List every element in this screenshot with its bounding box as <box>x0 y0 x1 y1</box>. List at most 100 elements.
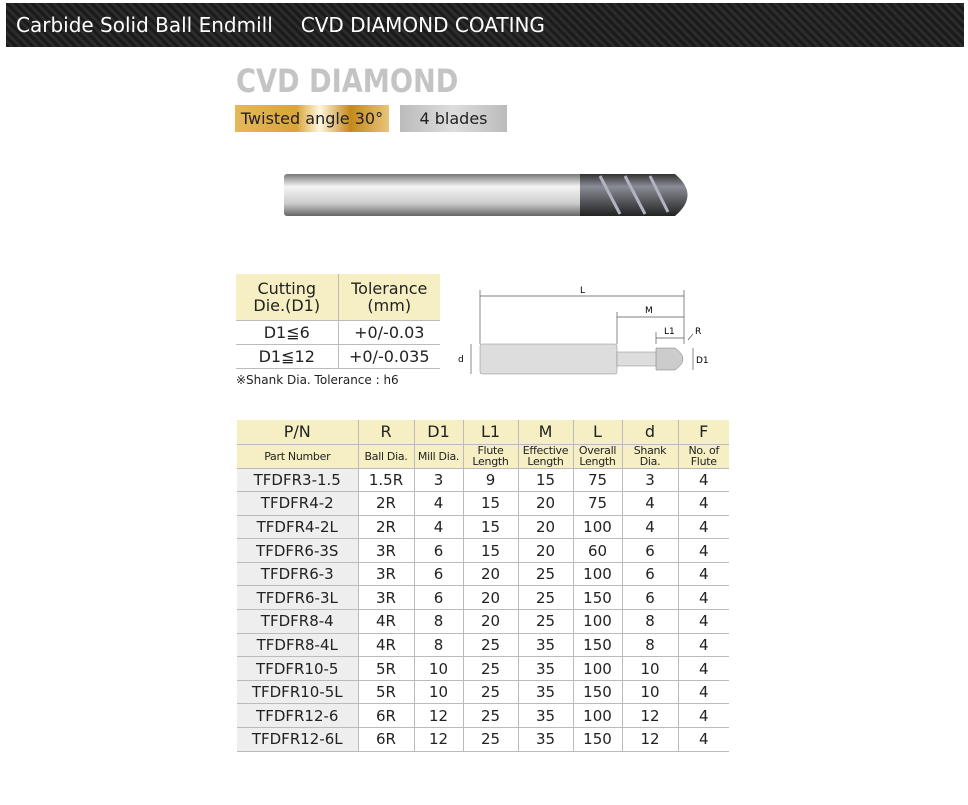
cell: 20 <box>463 585 519 611</box>
table-row: TFDFR6-3L 3R 6 20 25 150 6 4 <box>237 585 729 611</box>
cell: Mill Dia. <box>414 444 464 469</box>
table-row: TFDFR10-5L 5R 10 25 35 150 10 4 <box>237 680 729 705</box>
cell: 2R <box>358 515 415 540</box>
cell: 10 <box>414 656 464 681</box>
cell: 12 <box>622 703 679 729</box>
cell: 12 <box>414 703 464 729</box>
cell: No. of Flute <box>678 444 729 469</box>
cell: 25 <box>463 633 519 658</box>
cell: 3R <box>358 562 415 587</box>
cell: 6 <box>414 562 464 587</box>
cell: 25 <box>463 680 519 705</box>
header-cutting-dia: Cutting Die.(D1) <box>236 274 339 321</box>
shank-tolerance-note: ※Shank Dia. Tolerance : h6 <box>236 373 399 387</box>
cell: TFDFR10-5 <box>237 656 359 681</box>
cell: TFDFR6-3S <box>237 538 359 563</box>
cell: Ball Dia. <box>358 444 415 469</box>
table-row: TFDFR4-2 2R 4 15 20 75 4 4 <box>237 491 729 516</box>
cell: 150 <box>573 633 623 658</box>
label-L: L <box>580 286 585 296</box>
cell: 8 <box>414 609 464 634</box>
cell: 8 <box>622 633 679 658</box>
endmill-image <box>284 174 688 216</box>
cell: 8 <box>622 609 679 634</box>
cell: 4 <box>678 562 729 587</box>
label-L1: L1 <box>664 327 675 337</box>
cell: 5R <box>358 656 415 681</box>
cell: +0/-0.035 <box>338 344 440 369</box>
table-row: TFDFR10-5 5R 10 25 35 100 10 4 <box>237 656 729 681</box>
twist-angle-tag: Twisted angle 30° <box>235 105 389 132</box>
cell: 4R <box>358 609 415 634</box>
cell: 4 <box>678 727 729 752</box>
table-row: TFDFR12-6 6R 12 25 35 100 12 4 <box>237 703 729 729</box>
cell: 4 <box>678 633 729 658</box>
cell: 100 <box>573 562 623 587</box>
cell: 4 <box>678 515 729 540</box>
cell: 3 <box>622 468 679 493</box>
cell: 25 <box>518 609 574 634</box>
blades-tag: 4 blades <box>400 105 507 132</box>
brand-logo: CVD DIAMOND <box>236 62 459 100</box>
cell: 100 <box>573 609 623 634</box>
cell: 6 <box>414 585 464 611</box>
cell: Shank Dia. <box>622 444 679 469</box>
cell: 4 <box>678 703 729 729</box>
tolerance-table: Cutting Die.(D1) Tolerance (mm) D1≦6 +0/-0.0… <box>236 274 440 369</box>
cell: TFDFR12-6L <box>237 727 359 752</box>
cell: 4 <box>678 680 729 705</box>
cell: 3R <box>358 538 415 563</box>
banner-subtitle: CVD DIAMOND COATING <box>300 13 545 37</box>
cell: M <box>518 420 574 445</box>
cell: 4 <box>678 538 729 563</box>
cell: 2R <box>358 491 415 516</box>
cell: TFDFR6-3 <box>237 562 359 587</box>
cell: 4 <box>622 491 679 516</box>
cell: 15 <box>463 491 519 516</box>
cell: 4 <box>678 585 729 611</box>
table-row: TFDFR6-3S 3R 6 15 20 60 6 4 <box>237 538 729 563</box>
cell: 6R <box>358 703 415 729</box>
cell: 8 <box>414 633 464 658</box>
cell: 75 <box>573 491 623 516</box>
label-D1: D1 <box>696 356 709 366</box>
cell: 4 <box>678 491 729 516</box>
cell: L1 <box>463 420 519 445</box>
cell: d <box>622 420 679 445</box>
cell: TFDFR10-5L <box>237 680 359 705</box>
cell: TFDFR8-4L <box>237 633 359 658</box>
cell: 6 <box>622 538 679 563</box>
cell: Overall Length <box>573 444 623 469</box>
cell: 3R <box>358 585 415 611</box>
cell: 4 <box>678 468 729 493</box>
cell: D1≦6 <box>236 320 339 345</box>
cell: 150 <box>573 727 623 752</box>
cell: 100 <box>573 656 623 681</box>
table-row: D1≦6 +0/-0.03 <box>236 320 440 345</box>
cell: 150 <box>573 585 623 611</box>
cell: TFDFR4-2 <box>237 491 359 516</box>
table-row: TFDFR12-6L 6R 12 25 35 150 12 4 <box>237 727 729 752</box>
cell: 75 <box>573 468 623 493</box>
title-banner: Carbide Solid Ball Endmill CVD DIAMOND CO… <box>6 3 964 47</box>
cell: 20 <box>518 491 574 516</box>
cell: R <box>358 420 415 445</box>
cell: Part Number <box>237 444 359 469</box>
cell: 5R <box>358 680 415 705</box>
cell: 20 <box>463 609 519 634</box>
cell: 1.5R <box>358 468 415 493</box>
cell: 35 <box>518 727 574 752</box>
cell: 20 <box>518 538 574 563</box>
cell: D1≦12 <box>236 344 339 369</box>
label-R: R <box>695 327 701 337</box>
cell: 25 <box>463 656 519 681</box>
cell: 12 <box>414 727 464 752</box>
cell: TFDFR6-3L <box>237 585 359 611</box>
cell: 100 <box>573 703 623 729</box>
cell: 25 <box>463 703 519 729</box>
cell: TFDFR4-2L <box>237 515 359 540</box>
cell: 4 <box>622 515 679 540</box>
cell: 4 <box>678 609 729 634</box>
cell: 4 <box>414 491 464 516</box>
